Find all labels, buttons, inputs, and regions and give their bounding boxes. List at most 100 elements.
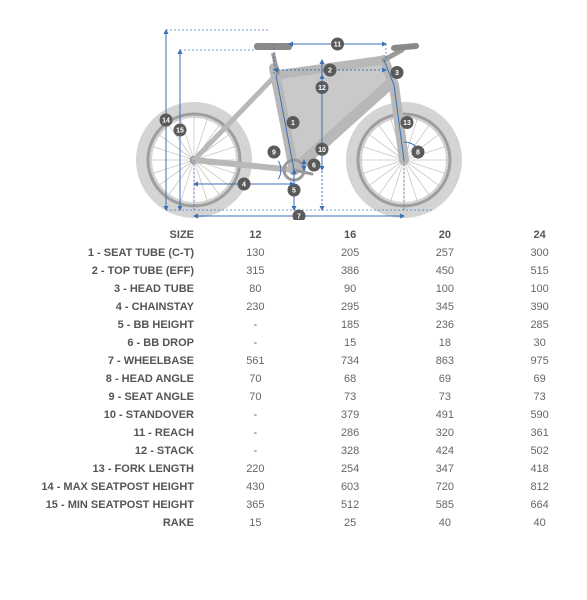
cell: 30	[492, 334, 587, 352]
cell: 205	[303, 244, 398, 262]
dim-badge-7: 7	[292, 210, 305, 221]
cell: 40	[492, 514, 587, 532]
svg-text:3: 3	[395, 70, 399, 77]
bike-geometry-svg: 112313891612105471415	[94, 10, 494, 220]
row-label: 5 - BB HEIGHT	[0, 316, 208, 334]
row-label: 3 - HEAD TUBE	[0, 280, 208, 298]
svg-text:6: 6	[312, 163, 316, 170]
row-label: 6 - BB DROP	[0, 334, 208, 352]
cell: 300	[492, 244, 587, 262]
cell: 365	[208, 496, 303, 514]
cell: 185	[303, 316, 398, 334]
dim-badge-1: 1	[286, 116, 299, 129]
cell: 863	[398, 352, 493, 370]
table-row: 8 - HEAD ANGLE70686969	[0, 370, 587, 388]
cell: 491	[398, 406, 493, 424]
table-row: 11 - REACH-286320361	[0, 424, 587, 442]
svg-text:14: 14	[162, 118, 170, 125]
cell: 430	[208, 478, 303, 496]
cell: 450	[398, 262, 493, 280]
cell: 69	[398, 370, 493, 388]
dim-badge-11: 11	[331, 38, 344, 51]
dim-badge-15: 15	[173, 124, 186, 137]
size-col-20: 20	[398, 226, 493, 244]
cell: 320	[398, 424, 493, 442]
table-row: 10 - STANDOVER-379491590	[0, 406, 587, 424]
cell: 720	[398, 478, 493, 496]
cell: 285	[492, 316, 587, 334]
size-col-24: 24	[492, 226, 587, 244]
cell: 230	[208, 298, 303, 316]
cell: 386	[303, 262, 398, 280]
svg-text:4: 4	[242, 182, 246, 189]
cell: 328	[303, 442, 398, 460]
cell: 515	[492, 262, 587, 280]
header-label: SIZE	[0, 226, 208, 244]
row-label: 12 - STACK	[0, 442, 208, 460]
cell: 73	[398, 388, 493, 406]
cell: 220	[208, 460, 303, 478]
cell: 15	[208, 514, 303, 532]
row-label: 2 - TOP TUBE (EFF)	[0, 262, 208, 280]
svg-text:2: 2	[328, 68, 332, 75]
cell: 975	[492, 352, 587, 370]
cell: 812	[492, 478, 587, 496]
table-row: 3 - HEAD TUBE8090100100	[0, 280, 587, 298]
row-label: 15 - MIN SEATPOST HEIGHT	[0, 496, 208, 514]
cell: 664	[492, 496, 587, 514]
cell: -	[208, 334, 303, 352]
dim-badge-14: 14	[159, 114, 172, 127]
table-row: 2 - TOP TUBE (EFF)315386450515	[0, 262, 587, 280]
cell: 130	[208, 244, 303, 262]
cell: 40	[398, 514, 493, 532]
cell: -	[208, 424, 303, 442]
dim-badge-10: 10	[315, 143, 328, 156]
row-label: 4 - CHAINSTAY	[0, 298, 208, 316]
cell: 73	[492, 388, 587, 406]
cell: 379	[303, 406, 398, 424]
cell: 502	[492, 442, 587, 460]
row-label: 14 - MAX SEATPOST HEIGHT	[0, 478, 208, 496]
dim-badge-4: 4	[237, 178, 250, 191]
row-label: 8 - HEAD ANGLE	[0, 370, 208, 388]
dim-badge-9: 9	[267, 146, 280, 159]
cell: 561	[208, 352, 303, 370]
cell: 734	[303, 352, 398, 370]
table-row: 1 - SEAT TUBE (C-T)130205257300	[0, 244, 587, 262]
table-row: 4 - CHAINSTAY230295345390	[0, 298, 587, 316]
row-label: 1 - SEAT TUBE (C-T)	[0, 244, 208, 262]
svg-text:11: 11	[333, 42, 341, 49]
row-label: RAKE	[0, 514, 208, 532]
dim-badge-8: 8	[411, 146, 424, 159]
cell: 80	[208, 280, 303, 298]
dim-badge-3: 3	[390, 66, 403, 79]
svg-text:13: 13	[403, 120, 411, 127]
cell: 315	[208, 262, 303, 280]
dim-badge-5: 5	[287, 184, 300, 197]
cell: 25	[303, 514, 398, 532]
cell: 390	[492, 298, 587, 316]
svg-text:7: 7	[297, 214, 301, 220]
svg-text:9: 9	[272, 150, 276, 157]
svg-text:10: 10	[318, 147, 326, 154]
row-label: 11 - REACH	[0, 424, 208, 442]
table-row: 5 - BB HEIGHT-185236285	[0, 316, 587, 334]
dim-badge-13: 13	[400, 116, 413, 129]
cell: -	[208, 406, 303, 424]
table-row: 13 - FORK LENGTH220254347418	[0, 460, 587, 478]
cell: 257	[398, 244, 493, 262]
table-row: 9 - SEAT ANGLE70737373	[0, 388, 587, 406]
row-label: 13 - FORK LENGTH	[0, 460, 208, 478]
cell: 15	[303, 334, 398, 352]
row-label: 10 - STANDOVER	[0, 406, 208, 424]
cell: -	[208, 442, 303, 460]
svg-text:8: 8	[416, 150, 420, 157]
dim-badge-2: 2	[323, 64, 336, 77]
cell: 295	[303, 298, 398, 316]
svg-text:15: 15	[176, 128, 184, 135]
cell: 18	[398, 334, 493, 352]
table-row: 15 - MIN SEATPOST HEIGHT365512585664	[0, 496, 587, 514]
cell: 603	[303, 478, 398, 496]
geometry-diagram: 112313891612105471415	[0, 0, 587, 226]
size-col-12: 12	[208, 226, 303, 244]
